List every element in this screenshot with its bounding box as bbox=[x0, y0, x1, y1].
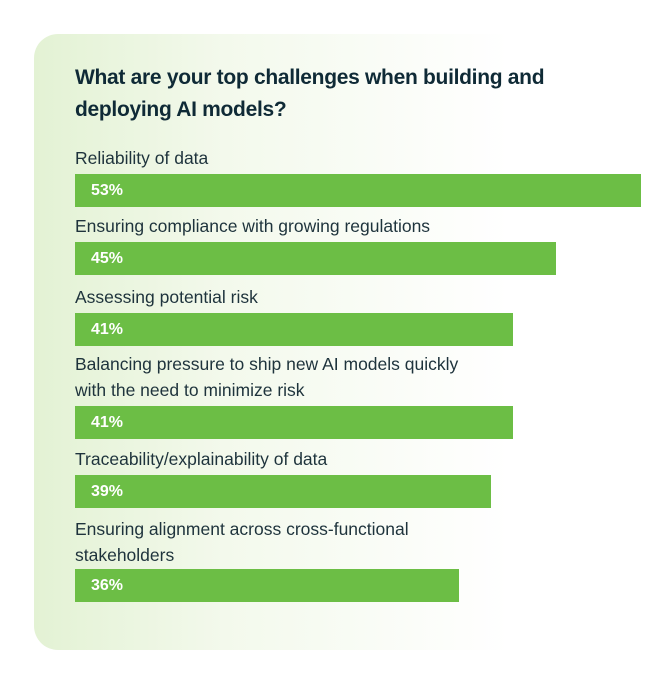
category-label: Traceability/explainability of data bbox=[75, 446, 575, 472]
category-label-line: Balancing pressure to ship new AI models… bbox=[75, 354, 459, 374]
bar-value-label: 39% bbox=[91, 483, 124, 500]
category-label: Reliability of data bbox=[75, 145, 575, 171]
category-label-line: Ensuring compliance with growing regulat… bbox=[75, 216, 431, 236]
category-label: Ensuring compliance with growing regulat… bbox=[75, 213, 575, 239]
category-label-line: Reliability of data bbox=[75, 148, 209, 168]
category-label-line: stakeholders bbox=[75, 545, 175, 565]
category-label-line: Assessing potential risk bbox=[75, 287, 258, 307]
category-label-line: with the need to minimize risk bbox=[75, 380, 305, 400]
bar-value-label: 45% bbox=[91, 250, 124, 267]
chart-title-line: deploying AI models? bbox=[75, 98, 287, 121]
bar: 39% bbox=[75, 475, 491, 508]
bar: 36% bbox=[75, 569, 459, 602]
category-label: Ensuring alignment across cross-function… bbox=[75, 516, 575, 568]
bar-value-label: 41% bbox=[91, 414, 124, 431]
bar: 41% bbox=[75, 406, 513, 439]
bar-value-label: 53% bbox=[91, 182, 124, 199]
bar-value-label: 36% bbox=[91, 577, 124, 594]
chart-title-line: What are your top challenges when buildi… bbox=[75, 66, 545, 89]
category-label: Balancing pressure to ship new AI models… bbox=[75, 351, 575, 403]
category-label-line: Traceability/explainability of data bbox=[75, 449, 328, 469]
bar: 45% bbox=[75, 242, 556, 275]
bar-value-label: 41% bbox=[91, 321, 124, 338]
bar: 41% bbox=[75, 313, 513, 346]
category-label-line: Ensuring alignment across cross-function… bbox=[75, 519, 409, 539]
chart-title: What are your top challenges when buildi… bbox=[75, 62, 595, 126]
bar: 53% bbox=[75, 174, 641, 207]
category-label: Assessing potential risk bbox=[75, 284, 575, 310]
